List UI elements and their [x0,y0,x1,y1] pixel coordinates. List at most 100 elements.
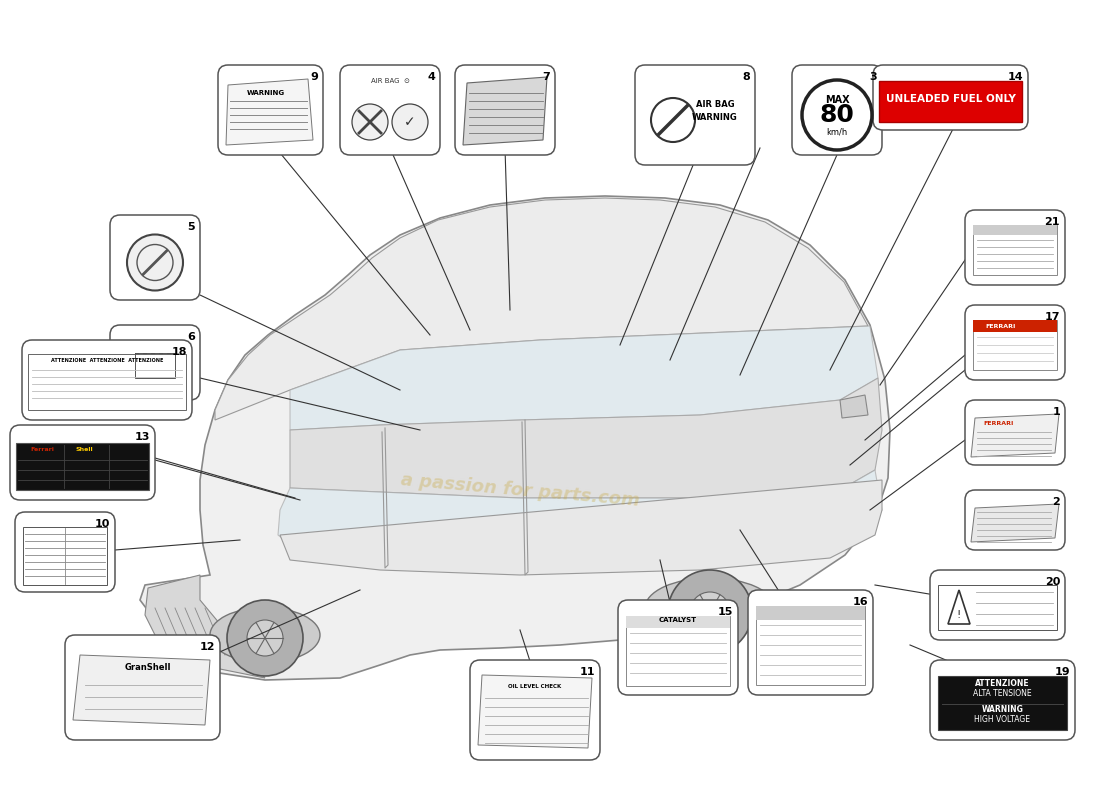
FancyBboxPatch shape [455,65,556,155]
Bar [23,527,107,585]
Ellipse shape [210,607,320,662]
Bar [135,353,175,378]
FancyBboxPatch shape [15,512,116,592]
Bar [160,353,163,378]
Bar [626,616,730,686]
Bar [143,353,147,378]
Circle shape [651,98,695,142]
FancyBboxPatch shape [65,635,220,740]
Bar [974,320,1057,370]
Bar [756,606,865,620]
Text: CATALYST: CATALYST [659,617,697,623]
Text: 11: 11 [580,667,595,677]
Text: ALTA TENSIONE: ALTA TENSIONE [974,689,1032,698]
FancyBboxPatch shape [110,325,200,400]
Text: 14: 14 [1008,72,1023,82]
Text: AIR BAG  ⊙: AIR BAG ⊙ [371,78,409,84]
Text: 3: 3 [869,72,877,82]
Polygon shape [278,470,882,568]
Text: 4: 4 [427,72,434,82]
Bar [16,443,148,490]
Bar [756,606,865,685]
Text: a passion for parts.com: a passion for parts.com [399,470,640,510]
Polygon shape [280,480,882,575]
Text: WARNING: WARNING [981,705,1023,714]
Text: FERRARI: FERRARI [984,323,1015,329]
Text: ATTENZIONE: ATTENZIONE [976,679,1030,688]
Bar [938,676,1067,730]
Text: HIGH VOLTAGE: HIGH VOLTAGE [975,715,1031,724]
Text: 21: 21 [1045,217,1060,227]
FancyBboxPatch shape [635,65,755,165]
FancyBboxPatch shape [218,65,323,155]
Circle shape [227,600,302,676]
Polygon shape [145,575,265,678]
FancyBboxPatch shape [748,590,873,695]
Polygon shape [463,77,547,145]
Bar [155,353,160,378]
Text: 2: 2 [1053,497,1060,507]
Bar [151,353,155,378]
FancyBboxPatch shape [792,65,882,155]
Bar [974,225,1057,235]
Text: 13: 13 [134,432,150,442]
Bar [139,353,143,378]
Circle shape [248,620,283,656]
Text: 10: 10 [95,519,110,529]
Polygon shape [290,326,878,430]
FancyBboxPatch shape [965,210,1065,285]
Text: 17: 17 [1045,312,1060,322]
Text: MAX: MAX [825,95,849,105]
FancyBboxPatch shape [618,600,738,695]
Text: 6: 6 [187,332,195,342]
Text: 8: 8 [742,72,750,82]
Text: 7: 7 [542,72,550,82]
Text: WARNING: WARNING [692,113,738,122]
Text: 20: 20 [1045,577,1060,587]
Text: 80: 80 [820,103,855,127]
Polygon shape [971,504,1059,542]
FancyBboxPatch shape [110,215,200,300]
Text: Shell: Shell [75,447,92,452]
Circle shape [392,104,428,140]
FancyBboxPatch shape [965,490,1065,550]
FancyBboxPatch shape [10,425,155,500]
Text: ✓: ✓ [404,115,416,129]
Circle shape [690,592,730,632]
Text: OIL LEVEL CHECK: OIL LEVEL CHECK [508,684,562,689]
Polygon shape [73,655,210,725]
Circle shape [126,234,183,290]
Bar [167,353,170,378]
Circle shape [668,570,752,654]
Text: ATTENZIONE  ATTENZIONE  ATTENZIONE: ATTENZIONE ATTENZIONE ATTENZIONE [51,358,163,363]
Text: WARNING: WARNING [246,90,285,96]
Text: GranShell: GranShell [124,663,170,672]
Text: 18: 18 [172,347,187,357]
FancyBboxPatch shape [930,660,1075,740]
Polygon shape [226,79,314,145]
Text: 9: 9 [310,72,318,82]
FancyBboxPatch shape [879,81,1022,122]
Bar [163,353,167,378]
Text: !: ! [957,610,961,620]
FancyBboxPatch shape [930,570,1065,640]
Bar [626,616,730,628]
FancyBboxPatch shape [965,400,1065,465]
Polygon shape [840,395,868,418]
Bar [974,320,1057,332]
Bar [974,225,1057,275]
Polygon shape [478,675,592,748]
Text: 19: 19 [1055,667,1070,677]
Text: Ferrari: Ferrari [30,447,54,452]
Text: 15: 15 [717,607,733,617]
Polygon shape [214,198,868,420]
Bar [147,353,151,378]
Bar [135,353,139,378]
Text: 12: 12 [199,642,214,652]
Text: 1: 1 [1053,407,1060,417]
Circle shape [802,80,872,150]
FancyBboxPatch shape [340,65,440,155]
Circle shape [352,104,388,140]
FancyBboxPatch shape [873,65,1028,130]
Bar [28,354,186,410]
